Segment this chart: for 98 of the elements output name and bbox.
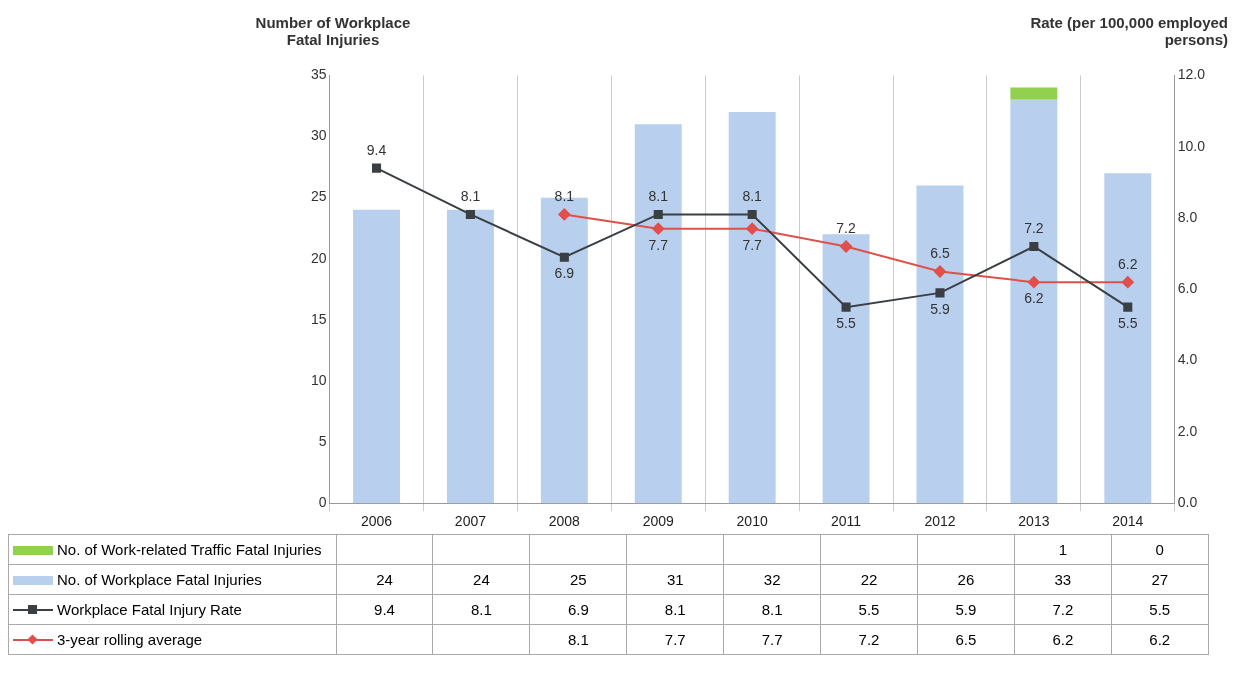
annotation: 8.1 [742,188,763,205]
data-label: 27 [1111,564,1209,595]
y-tick-label: 10 [310,371,327,388]
data-label: 7.2 [1014,594,1112,625]
bar [822,234,870,504]
data-label: 26 [917,564,1015,595]
y2-axis-title: Rate (per 100,000 employed persons) [1030,14,1228,48]
bar [1010,87,1058,100]
legend-label: Workplace Fatal Injury Rate [57,601,242,618]
annotation: 7.7 [742,236,763,253]
y-tick-label: 25 [310,188,327,205]
y2-tick-label: 8.0 [1177,208,1198,225]
y2-tick-label: 4.0 [1177,351,1198,368]
y2-tick-label: 2.0 [1177,422,1198,439]
bar [634,124,682,504]
legend-label: No. of Workplace Fatal Injuries [57,571,262,588]
point [840,240,853,253]
data-label: 7.7 [723,624,821,655]
bar [916,185,964,504]
point [1123,302,1133,312]
point [559,252,569,262]
data-label: 5.5 [820,594,918,625]
annotation: 9.4 [366,141,387,158]
data-label: 6.5 [917,624,1015,655]
annotation: 5.5 [1118,314,1138,331]
data-label: 1 [1014,534,1112,565]
data-label: 8.1 [626,594,724,625]
annotation: 6.5 [930,245,950,262]
y-axis-title: Number of Workplace Fatal Injuries [255,14,411,48]
bar [1010,99,1058,504]
annotation: 6.2 [1118,256,1138,273]
point [371,163,382,173]
data-label: 7.7 [626,624,724,655]
x-tick-label: 2009 [642,513,675,530]
data-label: 6.9 [529,594,627,625]
point [1029,241,1039,252]
data-label: 5.5 [1111,594,1209,625]
annotation: 5.5 [836,314,857,331]
point [841,302,851,312]
x-tick-label: 2014 [1112,513,1144,530]
point [465,209,475,219]
annotation: 8.1 [460,188,481,205]
point [1027,276,1040,289]
annotation: 6.9 [554,265,575,282]
data-label: 25 [529,564,627,595]
data-label: 6.2 [1014,624,1112,655]
legend-label: 3-year rolling average [57,631,203,648]
y2-tick-label: 0.0 [1177,494,1198,511]
x-tick-label: 2010 [736,513,768,530]
data-label: 24 [432,564,530,595]
data-label: 0 [1111,534,1209,565]
point [652,222,665,235]
data-label: 6.2 [1111,624,1209,655]
annotation: 7.7 [648,236,669,253]
data-label: 8.1 [529,624,627,655]
y-tick-label: 15 [310,310,327,327]
x-tick-label: 2013 [1018,513,1050,530]
bar [1104,173,1152,504]
point [558,208,571,221]
y2-tick-label: 12.0 [1177,66,1206,83]
data-label: 7.2 [820,624,918,655]
bar [353,209,400,504]
data-label: 22 [820,564,918,595]
data-label: 8.1 [723,594,821,625]
annotation: 7.2 [1024,220,1044,237]
bar [728,112,776,504]
bar [446,209,494,504]
y-tick-label: 35 [310,66,327,83]
data-label: 24 [336,564,433,595]
point [746,222,759,235]
y-tick-label: 30 [310,127,327,144]
point [935,288,945,298]
point [1121,276,1134,289]
annotation: 8.1 [648,188,669,205]
point [747,209,757,219]
annotation: 8.1 [554,188,575,205]
y2-tick-label: 6.0 [1177,280,1198,297]
x-tick-label: 2008 [548,513,581,530]
annotation: 7.2 [836,220,857,237]
data-label: 9.4 [336,594,433,625]
x-tick-label: 2011 [831,513,862,530]
legend-label: No. of Work-related Traffic Fatal Injuries [57,541,322,558]
annotation: 6.2 [1024,290,1044,307]
data-label: 33 [1014,564,1112,595]
point [653,209,663,219]
annotation: 5.9 [930,300,950,317]
data-label: 31 [626,564,724,595]
data-label: 5.9 [917,594,1015,625]
y-tick-label: 0 [318,494,327,511]
x-tick-label: 2012 [924,513,956,530]
x-tick-label: 2006 [360,513,393,530]
y-tick-label: 5 [318,432,327,449]
y-tick-label: 20 [310,249,327,266]
point [933,265,946,278]
x-tick-label: 2007 [454,513,487,530]
data-label: 8.1 [432,594,530,625]
data-label: 32 [723,564,821,595]
y2-tick-label: 10.0 [1177,137,1206,154]
